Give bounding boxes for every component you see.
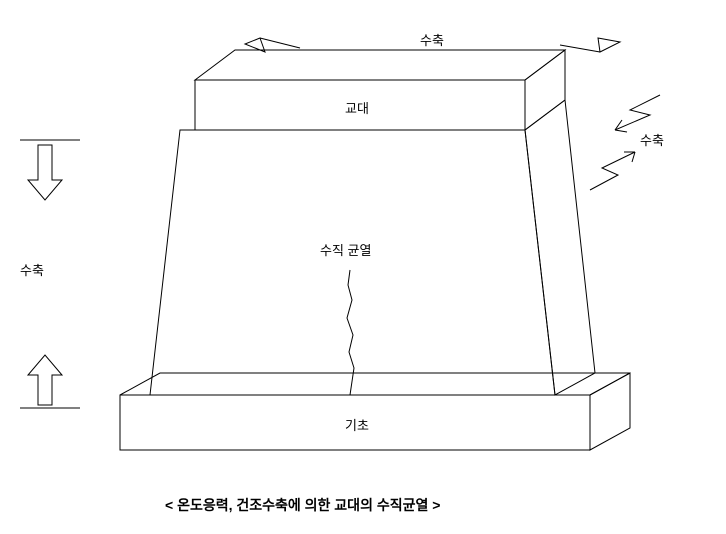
wall-front [150, 130, 555, 395]
left-arrow-down [28, 145, 62, 200]
wall-right [525, 100, 595, 395]
label-right-shrinkage: 수축 [640, 130, 664, 149]
top-block-right [525, 50, 565, 130]
label-foundation: 기초 [345, 415, 369, 434]
label-left-shrinkage: 수축 [20, 260, 44, 279]
top-block-top [195, 50, 565, 80]
left-arrow-up [28, 355, 62, 405]
right-zig-upper [615, 95, 660, 132]
crack-line [347, 270, 354, 395]
label-vertical-crack: 수직 균열 [320, 240, 371, 259]
label-top-shrinkage: 수축 [420, 30, 444, 49]
caption: < 온도응력, 건조수축에 의한 교대의 수직균열 > [165, 495, 440, 515]
diagram-svg [0, 0, 726, 534]
foundation-right [590, 373, 630, 450]
label-abutment: 교대 [345, 98, 369, 117]
right-zig-lower [590, 152, 635, 190]
top-arrow-right [560, 38, 620, 52]
